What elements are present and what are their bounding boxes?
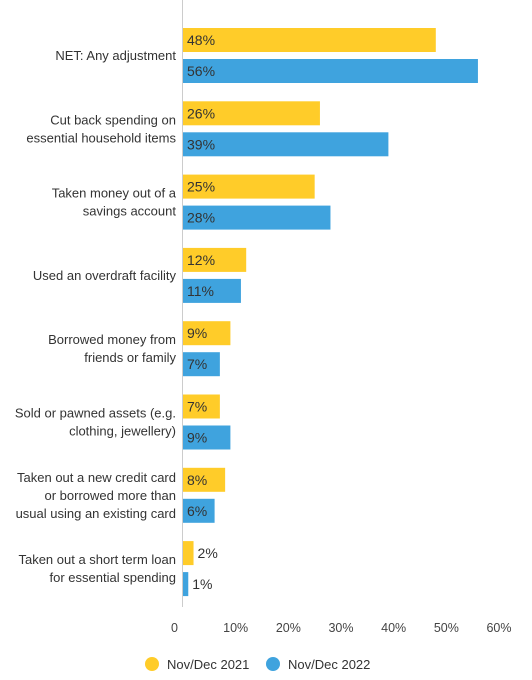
value-label-2022-6: 6% bbox=[187, 503, 207, 519]
category-label-4: Borrowed money from friends or family bbox=[48, 332, 176, 365]
value-label-2022-4: 7% bbox=[187, 356, 207, 372]
legend-label-2022: Nov/Dec 2022 bbox=[288, 657, 370, 672]
x-tick-label-0: 0 bbox=[171, 621, 178, 635]
x-tick-label-5: 50% bbox=[434, 621, 459, 635]
bar-2021-4 bbox=[183, 321, 231, 346]
value-labels-group: 48% 56% 26% 39% 25% 28% 12% 11% 9% 7% 7% 9% 8% 6% 2% 1% bbox=[187, 32, 218, 592]
bar-2021-2 bbox=[183, 174, 315, 199]
bar-2022-7 bbox=[183, 572, 189, 597]
category-label-5: Sold or pawned assets (e.g. clothing, jew… bbox=[15, 406, 176, 439]
category-labels-group: NET: Any adjustment Cut back spending on e… bbox=[15, 48, 177, 585]
x-tick-label-2: 20% bbox=[276, 621, 301, 635]
value-label-2021-3: 12% bbox=[187, 252, 215, 268]
bar-2022-0 bbox=[183, 59, 478, 83]
value-label-2021-7: 2% bbox=[198, 545, 218, 561]
value-label-2022-1: 39% bbox=[187, 136, 215, 152]
bar-2022-4 bbox=[183, 352, 220, 377]
bar-2021-6 bbox=[183, 467, 226, 492]
category-label-1: Cut back spending on essential household … bbox=[26, 112, 176, 145]
value-label-2021-6: 8% bbox=[187, 472, 207, 488]
bar-2022-1 bbox=[183, 132, 389, 157]
value-label-2022-3: 11% bbox=[187, 283, 214, 299]
bar-2021-1 bbox=[183, 101, 320, 126]
bar-2021-0 bbox=[183, 28, 436, 52]
bar-2022-2 bbox=[183, 205, 331, 230]
legend: Nov/Dec 2021 Nov/Dec 2022 bbox=[145, 657, 370, 672]
bar-2021-7 bbox=[183, 541, 194, 566]
x-axis-ticks: 0 10% 20% 30% 40% 50% 60% bbox=[171, 621, 511, 635]
bar-2022-3 bbox=[183, 278, 241, 303]
x-tick-label-6: 60% bbox=[486, 621, 511, 635]
value-label-2021-2: 25% bbox=[187, 179, 215, 195]
bar-2022-6 bbox=[183, 498, 215, 523]
legend-label-2021: Nov/Dec 2021 bbox=[167, 657, 249, 672]
category-label-2: Taken money out of a savings account bbox=[52, 186, 177, 219]
category-label-3: Used an overdraft facility bbox=[33, 268, 177, 283]
legend-swatch-2021 bbox=[145, 657, 159, 671]
category-label-6: Taken out a new credit card or borrowed m… bbox=[16, 470, 176, 521]
x-tick-label-4: 40% bbox=[381, 621, 406, 635]
value-label-2021-5: 7% bbox=[187, 399, 207, 415]
bars-group bbox=[183, 28, 478, 597]
value-label-2021-4: 9% bbox=[187, 325, 207, 341]
value-label-2021-1: 26% bbox=[187, 105, 215, 121]
category-label-7: Taken out a short term loan for essential… bbox=[18, 552, 176, 585]
value-label-2022-2: 28% bbox=[187, 210, 215, 226]
bar-2021-3 bbox=[183, 247, 247, 272]
legend-swatch-2022 bbox=[266, 657, 280, 671]
x-tick-label-1: 10% bbox=[223, 621, 248, 635]
value-label-2022-5: 9% bbox=[187, 430, 207, 446]
bar-2022-5 bbox=[183, 425, 231, 450]
x-tick-label-3: 30% bbox=[328, 621, 353, 635]
value-label-2022-0: 56% bbox=[187, 63, 215, 79]
value-label-2021-0: 48% bbox=[187, 32, 215, 48]
value-label-2022-7: 1% bbox=[192, 576, 212, 592]
bar-2021-5 bbox=[183, 394, 220, 419]
category-label-0: NET: Any adjustment bbox=[55, 48, 176, 63]
